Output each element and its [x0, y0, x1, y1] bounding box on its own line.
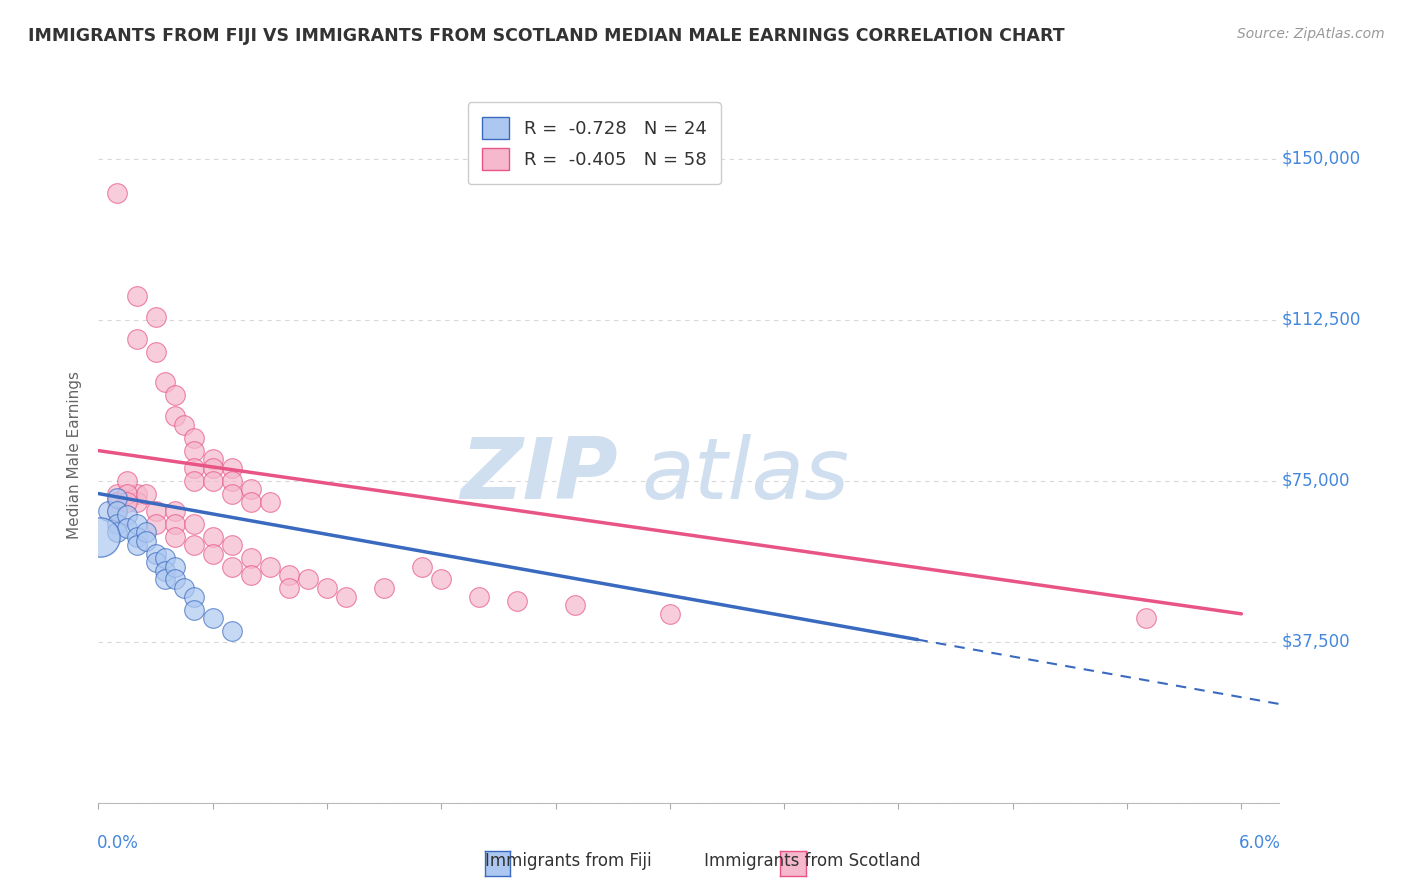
Point	[221, 460, 243, 475]
Point	[145, 310, 167, 325]
Point	[259, 495, 281, 509]
Point	[107, 186, 129, 200]
Point	[373, 581, 395, 595]
Point	[201, 460, 224, 475]
Point	[145, 555, 167, 569]
Point	[135, 525, 157, 540]
Point	[183, 538, 205, 552]
Point	[163, 388, 186, 402]
Point	[1135, 611, 1157, 625]
Point	[153, 375, 176, 389]
Y-axis label: Median Male Earnings: Median Male Earnings	[67, 371, 83, 539]
Point	[221, 538, 243, 552]
Point	[183, 516, 205, 531]
Point	[468, 590, 491, 604]
Point	[201, 452, 224, 467]
Point	[183, 474, 205, 488]
Text: $75,000: $75,000	[1282, 472, 1350, 490]
Point	[316, 581, 339, 595]
Point	[125, 289, 148, 303]
Point	[135, 486, 157, 500]
Text: IMMIGRANTS FROM FIJI VS IMMIGRANTS FROM SCOTLAND MEDIAN MALE EARNINGS CORRELATIO: IMMIGRANTS FROM FIJI VS IMMIGRANTS FROM …	[28, 27, 1064, 45]
Point	[115, 521, 138, 535]
Point	[221, 486, 243, 500]
Point	[201, 611, 224, 625]
Point	[107, 516, 129, 531]
Text: 6.0%: 6.0%	[1239, 834, 1281, 852]
Point	[145, 344, 167, 359]
Text: $150,000: $150,000	[1282, 150, 1361, 168]
Point	[183, 602, 205, 616]
Point	[163, 409, 186, 424]
Point	[107, 491, 129, 505]
Point	[107, 504, 129, 518]
Legend: R =  -0.728   N = 24, R =  -0.405   N = 58: R = -0.728 N = 24, R = -0.405 N = 58	[468, 103, 721, 184]
Point	[125, 529, 148, 543]
Point	[153, 564, 176, 578]
Point	[201, 547, 224, 561]
Point	[107, 504, 129, 518]
Point	[173, 417, 195, 432]
Point	[107, 495, 129, 509]
Point	[163, 504, 186, 518]
Text: Immigrants from Fiji          Immigrants from Scotland: Immigrants from Fiji Immigrants from Sco…	[485, 852, 921, 870]
Point	[183, 460, 205, 475]
Point	[221, 624, 243, 638]
Text: Source: ZipAtlas.com: Source: ZipAtlas.com	[1237, 27, 1385, 41]
Point	[115, 486, 138, 500]
Point	[430, 573, 453, 587]
Point	[183, 590, 205, 604]
Point	[183, 443, 205, 458]
Point	[89, 529, 111, 543]
Point	[221, 474, 243, 488]
Point	[145, 547, 167, 561]
Text: atlas: atlas	[641, 434, 849, 517]
Point	[183, 431, 205, 445]
Point	[125, 516, 148, 531]
Point	[221, 559, 243, 574]
Text: 0.0%: 0.0%	[97, 834, 139, 852]
Point	[239, 483, 262, 497]
Point	[506, 594, 529, 608]
Point	[145, 504, 167, 518]
Point	[125, 495, 148, 509]
Point	[201, 529, 224, 543]
Point	[115, 495, 138, 509]
Text: $37,500: $37,500	[1282, 632, 1350, 651]
Point	[277, 568, 299, 582]
Point	[125, 332, 148, 346]
Point	[107, 486, 129, 500]
Point	[125, 538, 148, 552]
Point	[107, 525, 129, 540]
Point	[658, 607, 681, 621]
Point	[145, 516, 167, 531]
Point	[163, 529, 186, 543]
Point	[335, 590, 357, 604]
Point	[411, 559, 433, 574]
Point	[153, 573, 176, 587]
Point	[135, 533, 157, 548]
Text: $112,500: $112,500	[1282, 310, 1361, 328]
Point	[115, 474, 138, 488]
Point	[259, 559, 281, 574]
Point	[173, 581, 195, 595]
Point	[125, 486, 148, 500]
Point	[239, 568, 262, 582]
Point	[153, 551, 176, 566]
Point	[163, 559, 186, 574]
Point	[239, 495, 262, 509]
Point	[277, 581, 299, 595]
Point	[163, 573, 186, 587]
Text: ZIP: ZIP	[460, 434, 619, 517]
Point	[201, 474, 224, 488]
Point	[297, 573, 319, 587]
Point	[115, 508, 138, 522]
Point	[163, 516, 186, 531]
Point	[97, 504, 120, 518]
Point	[564, 599, 586, 613]
Point	[239, 551, 262, 566]
